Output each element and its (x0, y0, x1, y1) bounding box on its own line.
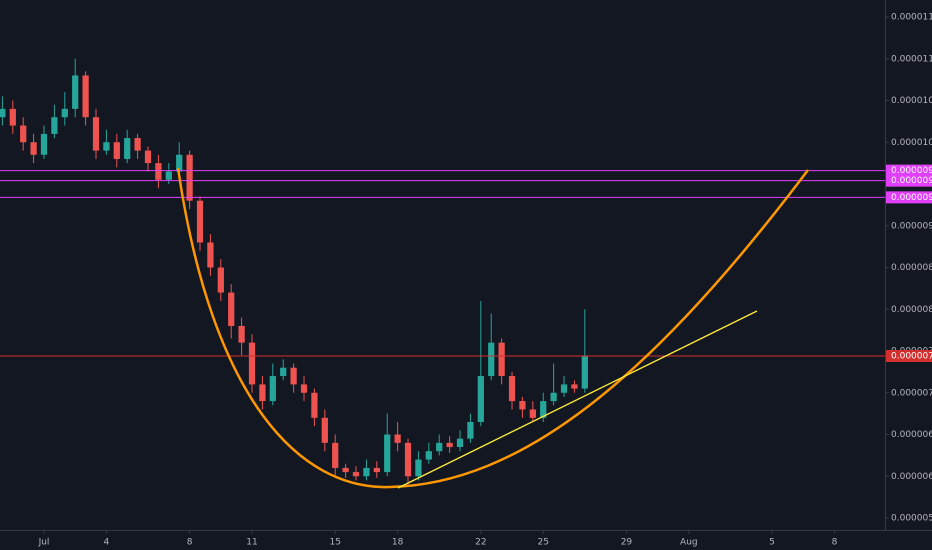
candle-body (9, 108, 16, 126)
candle-body (228, 292, 235, 326)
candle-body (82, 75, 89, 118)
x-tick-label: Aug (680, 538, 698, 548)
candle-body (311, 392, 318, 418)
candle-body (477, 376, 484, 422)
candle-body (217, 267, 224, 293)
y-tick-label: 0.00000900 (891, 221, 932, 231)
candle-body (103, 142, 110, 151)
candle-body (186, 154, 193, 201)
candle-body (92, 117, 100, 151)
x-tick-label: 22 (475, 538, 486, 548)
plot (0, 58, 885, 487)
x-tick-label: 11 (246, 538, 257, 548)
candle-body (415, 459, 422, 477)
candle-body (176, 154, 183, 172)
level-label-box (886, 350, 932, 363)
level-label: 0.00000966 (891, 166, 932, 176)
y-tick-label: 0.00001050 (891, 96, 932, 106)
candle-body (165, 171, 172, 180)
candle-body (51, 117, 58, 134)
candle-body (280, 367, 287, 377)
level-label: 0.00000744 (891, 352, 932, 362)
y-tick-label: 0.00001100 (891, 54, 932, 64)
y-tick-label: 0.00001000 (891, 138, 932, 148)
y-tick-label: 0.00000600 (891, 472, 932, 482)
candle-body (498, 342, 505, 377)
candle-body (72, 75, 79, 109)
candle-body (384, 434, 391, 473)
trend-line-drawing (397, 310, 758, 489)
candle-body (259, 384, 266, 402)
y-tick-label: 0.00000850 (891, 263, 932, 273)
x-tick-label: 18 (392, 538, 404, 548)
candle-body (342, 467, 349, 473)
x-tick-label: 4 (104, 538, 110, 548)
candle-body (394, 434, 401, 443)
level-label: 0.00000954 (891, 176, 932, 186)
x-tick-label: 5 (769, 538, 775, 548)
candle-body (30, 142, 37, 155)
y-tick-label: 0.00000800 (891, 305, 932, 315)
cup-drawing (176, 167, 809, 489)
candle-body (144, 150, 152, 164)
x-tick-label: 8 (187, 538, 193, 548)
candle-body (61, 108, 68, 118)
candle-body (425, 451, 432, 460)
x-tick-label: 15 (329, 538, 340, 548)
candle-body (0, 108, 6, 118)
candle-body (560, 384, 568, 393)
x-tick-label: Jul (38, 538, 50, 548)
candle-body (207, 242, 214, 268)
candle-body (581, 356, 588, 389)
candle-body (436, 442, 443, 452)
x-tick-label: 25 (538, 538, 549, 548)
candle-body (404, 442, 412, 477)
candle-body (124, 138, 131, 159)
candle-body (519, 401, 526, 410)
candle-body (446, 442, 453, 448)
y-tick-label: 0.00000700 (891, 388, 932, 398)
candle-body (456, 438, 464, 448)
x-tick-label: 29 (621, 538, 633, 548)
candle-body (363, 467, 370, 477)
candle-body (40, 133, 48, 155)
candle-body (332, 442, 339, 468)
candle-body (540, 401, 547, 418)
candle-body (290, 367, 297, 385)
candle-body (196, 200, 204, 243)
y-tick-label: 0.00000550 (891, 514, 932, 524)
candle-body (488, 342, 495, 377)
candle-body (529, 409, 536, 418)
candle-body (20, 125, 27, 143)
candle-body (134, 138, 141, 151)
candle-body (248, 342, 256, 385)
candle-body (238, 325, 245, 343)
candle-body (269, 376, 276, 402)
candle-body (113, 142, 120, 159)
level-label-box (886, 174, 932, 187)
candle-body (550, 392, 557, 402)
x-tick-label: 8 (832, 538, 838, 548)
y-tick-label: 0.00001150 (891, 13, 932, 23)
level-label-box (886, 191, 932, 204)
candle-body (571, 384, 578, 389)
level-label-box (886, 164, 932, 177)
candle-body (352, 472, 360, 477)
candle-body (321, 417, 328, 443)
candle-body (155, 163, 162, 180)
candle-body (300, 384, 308, 393)
candle-body (373, 467, 380, 473)
candle-body (508, 376, 516, 402)
axes: 0.00001150 0.00001100 0.00001050 0.00001000… (38, 13, 932, 548)
level-label: 0.00000934 (891, 193, 932, 203)
candle-body (467, 421, 474, 439)
y-tick-label: 0.00000650 (891, 430, 932, 440)
